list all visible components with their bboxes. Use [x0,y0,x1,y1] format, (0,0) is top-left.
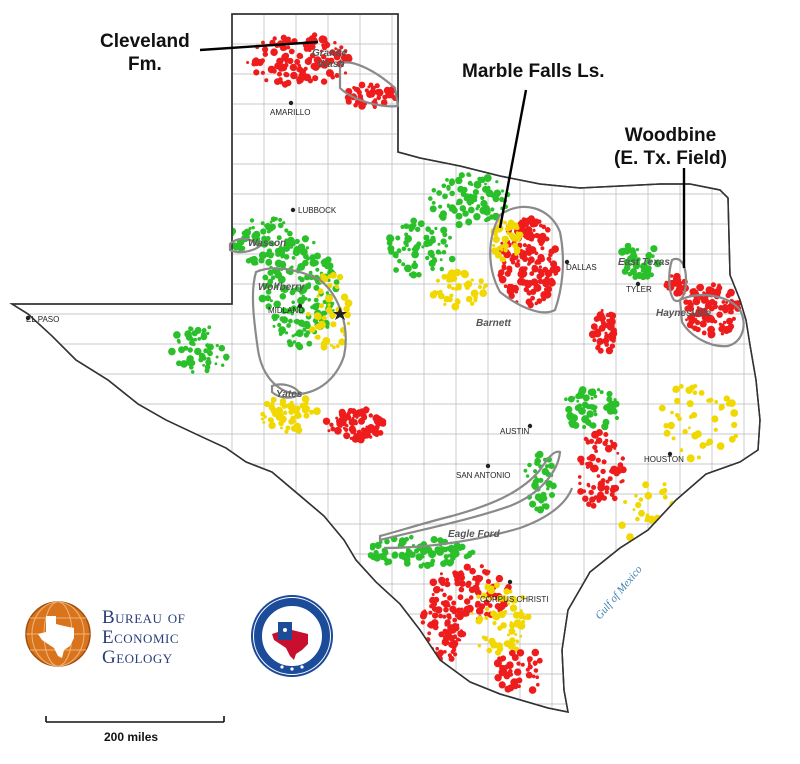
beg-logo-icon [25,601,91,667]
rrc-seal-icon [251,595,333,677]
eagle-ford-outline [378,450,562,542]
play-label-eagle-ford: Eagle Ford [448,529,501,540]
yates-outline [270,383,302,399]
city-label-amarillo: AMARILLO [270,108,310,117]
wasson-outline [228,237,262,254]
city-label-san-antonio: SAN ANTONIO [456,471,511,480]
callout-cleveland-line2: Fm. [127,54,162,75]
play-label-yates: Yates [276,389,303,400]
callout-woodbine-line1: Woodbine [624,125,717,146]
city-label-dallas: DALLAS [566,263,597,272]
beg-logo-line2: Economic [102,627,180,648]
callout-woodbine-line2: (E. Tx. Field) [614,148,727,169]
city-label-corpus-christi: CORPUS CHRISTI [480,595,548,604]
city-label-lubbock: LUBBOCK [298,206,337,215]
play-label-barnett: Barnett [476,318,512,329]
beg-logo-line3: Geology [102,647,173,668]
callout-cleveland: Cleveland Fm. [100,30,190,76]
play-outlines [228,61,745,550]
wolfberry-outline [251,267,347,396]
play-label-wasson: Wasson [248,238,286,249]
city-markers [25,100,673,585]
play-label-granite: Granite [312,48,347,59]
play-label-haynesville: Haynesville [656,308,711,319]
play-label-wolfberry: Wolfberry [258,282,305,293]
scale-bar [45,716,225,723]
play-label-wash: Wash [318,59,345,70]
east-texas-outline [668,257,688,303]
callout-woodbine: Woodbine (E. Tx. Field) [614,124,727,170]
marble-falls-outline [489,205,565,314]
city-label-houston: HOUSTON [644,455,684,464]
play-label-east-texas: East Texas [618,257,670,268]
scale-label: 200 miles [104,730,159,744]
county-boundaries [12,14,760,712]
city-label-austin: AUSTIN [500,427,530,436]
gulf-of-mexico-label: Gulf of Mexico [593,563,645,622]
eagle-ford-outline-2 [383,487,574,550]
haynesville-outline [678,293,745,348]
callout-marble-falls: Marble Falls Ls. [462,61,605,82]
granite-wash-outline [338,61,400,108]
city-label-tyler: TYLER [626,285,652,294]
callout-cleveland-line1: Cleveland [100,31,190,52]
city-label-midland: MIDLAND [268,306,304,315]
beg-logo-line1: Bureau of [102,607,186,628]
city-label-el-paso: EL PASO [26,315,59,324]
callout-lines [199,40,686,268]
beg-logo-text: Bureau of Economic Geology [102,608,185,668]
austin-capital-star-icon [333,307,347,320]
